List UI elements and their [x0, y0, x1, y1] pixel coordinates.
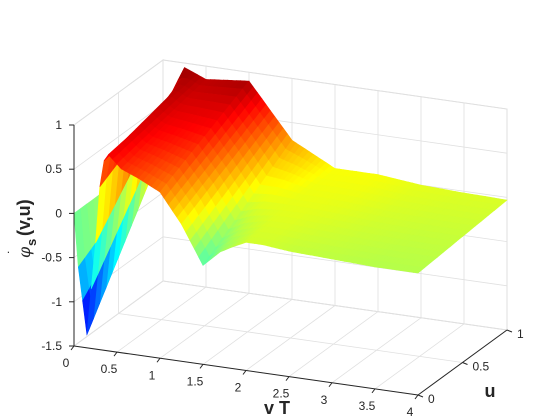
- x-tick-mark: [199, 364, 204, 369]
- y-tick-mark: [462, 362, 468, 365]
- svg-text:(v,u): (v,u): [14, 199, 34, 236]
- x-tick-label: 3: [321, 393, 328, 407]
- grid-line-z: [73, 59, 508, 126]
- z-label-sub: s: [24, 239, 39, 246]
- z-label-args: (v,u): [14, 199, 34, 236]
- x-tick-label: 1: [149, 368, 156, 382]
- z-tick-label: 0: [55, 206, 62, 220]
- x-tick-label: 1.5: [187, 374, 204, 388]
- y-tick-label: 0.5: [473, 360, 490, 374]
- svg-text:s: s: [24, 239, 39, 246]
- z-label-symbol: φ: [15, 246, 34, 258]
- z-axis-label: φ ˙ s (v,u): [5, 199, 39, 258]
- svg-text:φ: φ: [15, 246, 34, 258]
- y-tick-label: 0: [428, 392, 435, 406]
- surface-mesh: [73, 67, 508, 336]
- x-tick-mark: [70, 345, 75, 351]
- x-tick-mark: [113, 351, 118, 357]
- z-tick-label: 0.5: [45, 162, 62, 176]
- x-tick-label: 0: [63, 356, 70, 370]
- y-tick-mark: [417, 394, 424, 398]
- x-tick-mark: [156, 357, 161, 363]
- z-tick-label: -1: [51, 295, 62, 309]
- y-tick-label: 1: [517, 327, 524, 341]
- x-tick-mark: [371, 388, 376, 394]
- x-tick-label: 3.5: [359, 399, 376, 413]
- x-tick-label: 2: [235, 381, 242, 395]
- x-tick-label: 4: [407, 405, 414, 419]
- x-tick-label: 0.5: [101, 362, 118, 376]
- surface-patch: [412, 266, 426, 274]
- z-tick-label: -0.5: [41, 251, 62, 265]
- x-axis-label: v T: [264, 398, 290, 418]
- y-axis-label: u: [485, 381, 496, 401]
- tick-labels: 0 0.5 1 1.5 2 2.5 3 3.5 400.51-1.5-1-0.500.51: [41, 118, 524, 419]
- grid-line-z: [73, 280, 508, 347]
- x-tick-mark: [414, 394, 419, 400]
- x-tick-label: 2.5: [273, 387, 290, 401]
- x-tick-mark: [285, 376, 290, 381]
- z-tick-label: -1.5: [41, 339, 62, 353]
- y-tick-mark: [506, 329, 513, 333]
- x-tick-mark: [328, 382, 333, 388]
- svg-text:˙: ˙: [5, 249, 21, 254]
- z-label-dot: ˙: [5, 249, 21, 254]
- x-tick-mark: [242, 370, 247, 375]
- z-tick-label: 1: [55, 118, 62, 132]
